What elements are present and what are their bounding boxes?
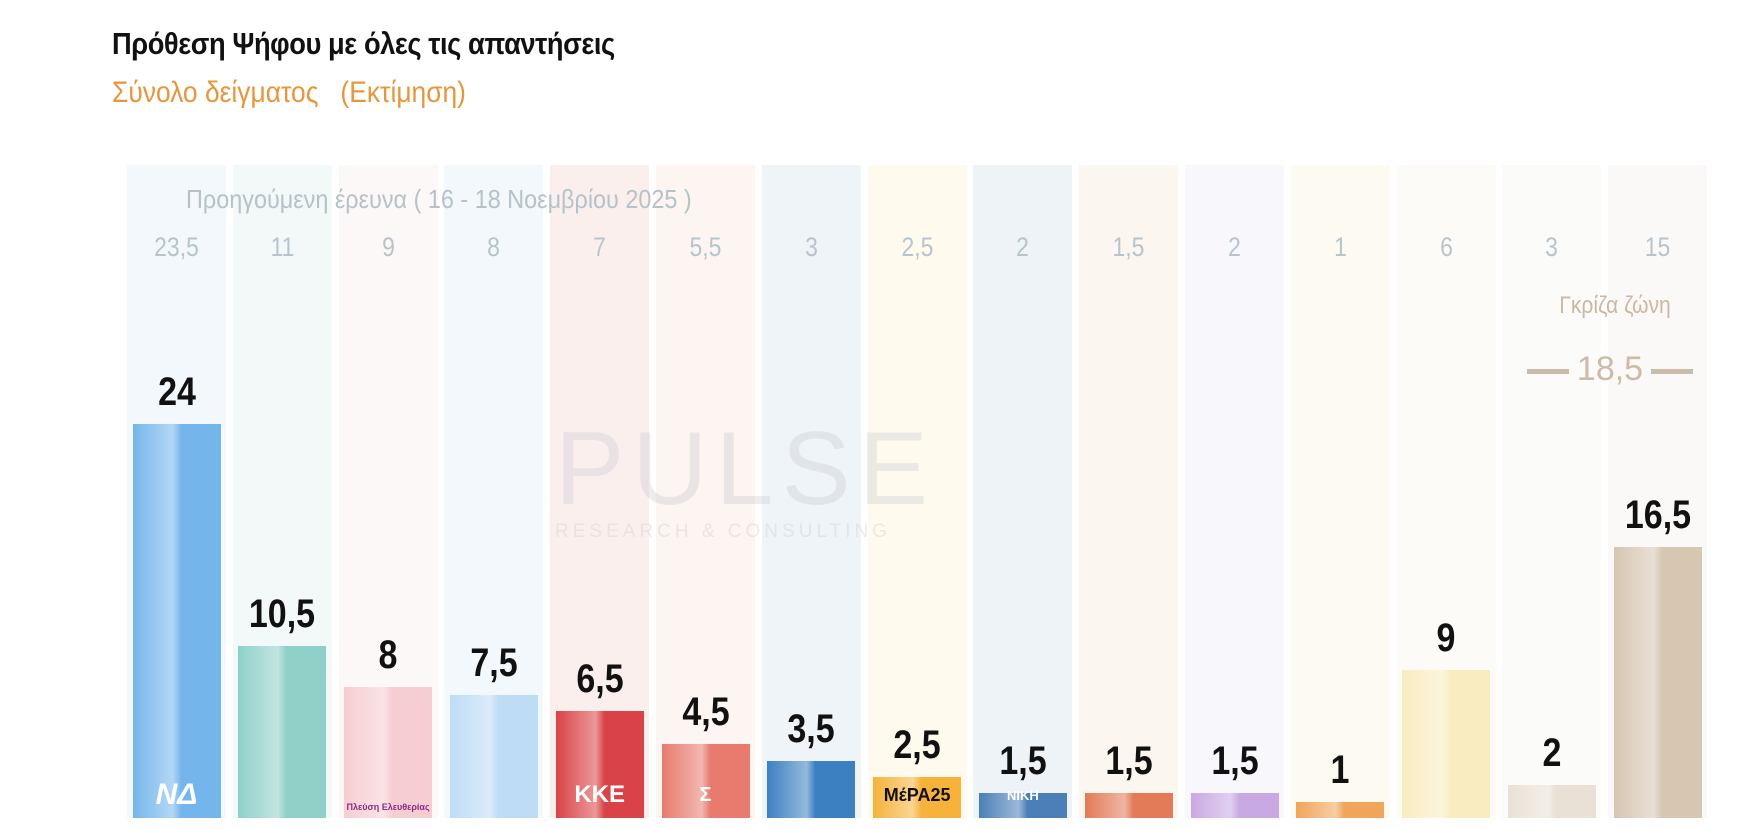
grey-zone-label: Γκρίζα ζώνη (1559, 292, 1671, 319)
grey-zone-total: 18,5 (1510, 350, 1710, 389)
value-label: 6,5 (576, 657, 624, 702)
bar (132, 424, 221, 818)
dash-right (1651, 368, 1694, 374)
bar (1507, 785, 1596, 818)
column-bg (761, 165, 861, 818)
bar (238, 645, 327, 818)
pulse-watermark: PULSE RESEARCH & CONSULTING (555, 410, 936, 543)
column-bg (973, 165, 1073, 818)
value-label: 10,5 (249, 591, 316, 636)
value-label: 2,5 (893, 723, 941, 767)
column-bg (656, 165, 755, 818)
previous-value-label: 1 (1333, 232, 1347, 262)
previous-value-label: 7 (593, 232, 607, 262)
column-bg (1079, 165, 1179, 818)
previous-survey-label: Προηγούμενη έρευνα ( 16 - 18 Νοεμβρίου 2… (186, 184, 692, 214)
column-bg (867, 165, 967, 818)
previous-value-label: 3 (804, 232, 818, 262)
value-label: 8 (378, 632, 398, 677)
previous-value-label: 11 (270, 232, 295, 262)
value-label: 9 (1436, 616, 1456, 661)
bar (344, 686, 433, 818)
previous-value-label: 8 (487, 232, 501, 262)
value-label: 7,5 (470, 641, 518, 685)
bar (661, 744, 750, 818)
previous-value-label: 15 (1644, 232, 1671, 262)
value-label: 24 (157, 370, 196, 415)
bar (1402, 670, 1491, 818)
value-label: 1,5 (1105, 739, 1153, 784)
previous-value-label: 23,5 (154, 232, 199, 262)
previous-value-label: 5,5 (689, 232, 722, 262)
column-bg (1185, 165, 1284, 818)
previous-value-label: 2 (1228, 232, 1241, 262)
value-label: 2 (1542, 731, 1562, 776)
value-label: 4,5 (681, 690, 730, 735)
grey-zone-total-value: 18,5 (1576, 350, 1644, 388)
bar (449, 695, 538, 818)
bar (978, 793, 1067, 818)
watermark-tagline: RESEARCH & CONSULTING (555, 521, 891, 542)
bar (873, 777, 962, 818)
party-logo: ΚΚΕ (574, 781, 626, 808)
party-logo: Πλεύση Ελευθερίας (346, 802, 430, 812)
previous-value-label: 2,5 (901, 232, 934, 262)
bar (767, 760, 856, 818)
party-logo: Σ (699, 783, 712, 806)
bar (1190, 793, 1279, 818)
dash-left (1526, 368, 1569, 374)
party-logo: ΝΙΚΗ (1007, 787, 1039, 803)
party-logo: ΝΔ (155, 778, 198, 811)
bar (1296, 801, 1385, 818)
column-bg (550, 165, 650, 818)
previous-value-label: 2 (1016, 232, 1030, 262)
previous-value-label: 9 (381, 232, 395, 262)
value-label: 1,5 (999, 739, 1047, 784)
bar (1084, 793, 1173, 818)
bar (555, 711, 644, 818)
watermark-brand: PULSE (555, 411, 937, 527)
chart-subtitle: Σύνολο δείγματος (Εκτίμηση) (112, 76, 466, 109)
value-label: 1 (1330, 747, 1350, 792)
column-bg (1290, 165, 1390, 818)
column-bg (1502, 165, 1602, 818)
value-label: 1,5 (1210, 739, 1259, 784)
value-label: 3,5 (787, 706, 835, 751)
chart-title: Πρόθεση Ψήφου με όλες τις απαντήσεις (112, 26, 615, 61)
previous-value-label: 3 (1545, 232, 1559, 262)
value-label: 16,5 (1624, 493, 1691, 538)
bar (1613, 547, 1702, 818)
previous-value-label: 1,5 (1112, 232, 1145, 262)
previous-value-label: 6 (1439, 232, 1453, 262)
party-logo: ΜέΡΑ25 (883, 784, 951, 805)
